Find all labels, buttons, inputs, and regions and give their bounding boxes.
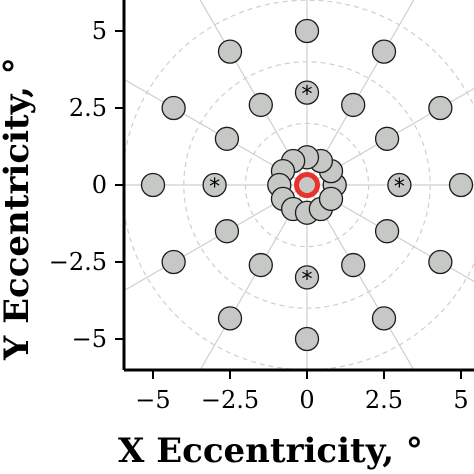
y-tick-label: −5 xyxy=(72,325,107,353)
y-tick-label: 0 xyxy=(92,171,107,199)
grid-spoke xyxy=(306,87,474,186)
grid-spoke xyxy=(124,184,308,292)
data-point xyxy=(294,80,320,105)
grid-spoke xyxy=(124,78,308,186)
x-tick-label: 2.5 xyxy=(365,386,403,414)
x-tick-label: 0 xyxy=(299,386,314,414)
grid-spoke xyxy=(199,0,308,186)
data-point xyxy=(217,39,243,64)
data-point xyxy=(140,172,166,198)
data-points: * * * * xyxy=(140,18,474,352)
data-point xyxy=(294,18,320,44)
data-point xyxy=(428,249,453,275)
y-tick-label: 5 xyxy=(92,17,107,45)
star-marker-label: * xyxy=(302,83,313,108)
highlight-ring xyxy=(294,172,320,198)
y-tick-label: 2.5 xyxy=(69,94,107,122)
data-point xyxy=(161,249,186,275)
data-point xyxy=(248,252,273,278)
grid-spoke xyxy=(306,184,415,370)
data-point xyxy=(318,186,344,212)
data-point xyxy=(387,172,412,198)
data-point xyxy=(374,126,400,151)
grid-spoke xyxy=(306,184,474,283)
data-point xyxy=(217,306,243,331)
data-point xyxy=(202,172,227,198)
star-marker-label: * xyxy=(394,175,405,200)
x-tick-label: −5 xyxy=(135,386,170,414)
data-point xyxy=(214,126,240,151)
data-point xyxy=(428,95,453,121)
x-axis-title: X Eccentricity, ° xyxy=(118,431,423,471)
data-point xyxy=(374,219,400,244)
data-point xyxy=(248,92,273,118)
data-point xyxy=(294,265,320,290)
data-point xyxy=(294,326,320,352)
star-marker-label: * xyxy=(302,267,313,292)
data-point xyxy=(371,306,397,331)
data-point xyxy=(448,172,474,198)
x-tick-label: 5 xyxy=(453,386,468,414)
y-tick-label: −2.5 xyxy=(49,248,107,276)
data-point xyxy=(161,95,186,121)
data-point xyxy=(341,92,366,118)
star-marker-label: * xyxy=(209,175,220,200)
y-axis-title: Y Eccentricity, ° xyxy=(0,57,37,361)
ticks: −5 −2.5 0 2.5 5 −5 −2.5 0 2.5 5 xyxy=(49,17,469,414)
data-point xyxy=(214,219,240,244)
grid-spoke xyxy=(306,0,415,186)
data-point xyxy=(371,39,397,64)
x-tick-label: −2.5 xyxy=(201,386,259,414)
grid-spoke xyxy=(199,184,308,370)
data-point xyxy=(341,252,366,278)
